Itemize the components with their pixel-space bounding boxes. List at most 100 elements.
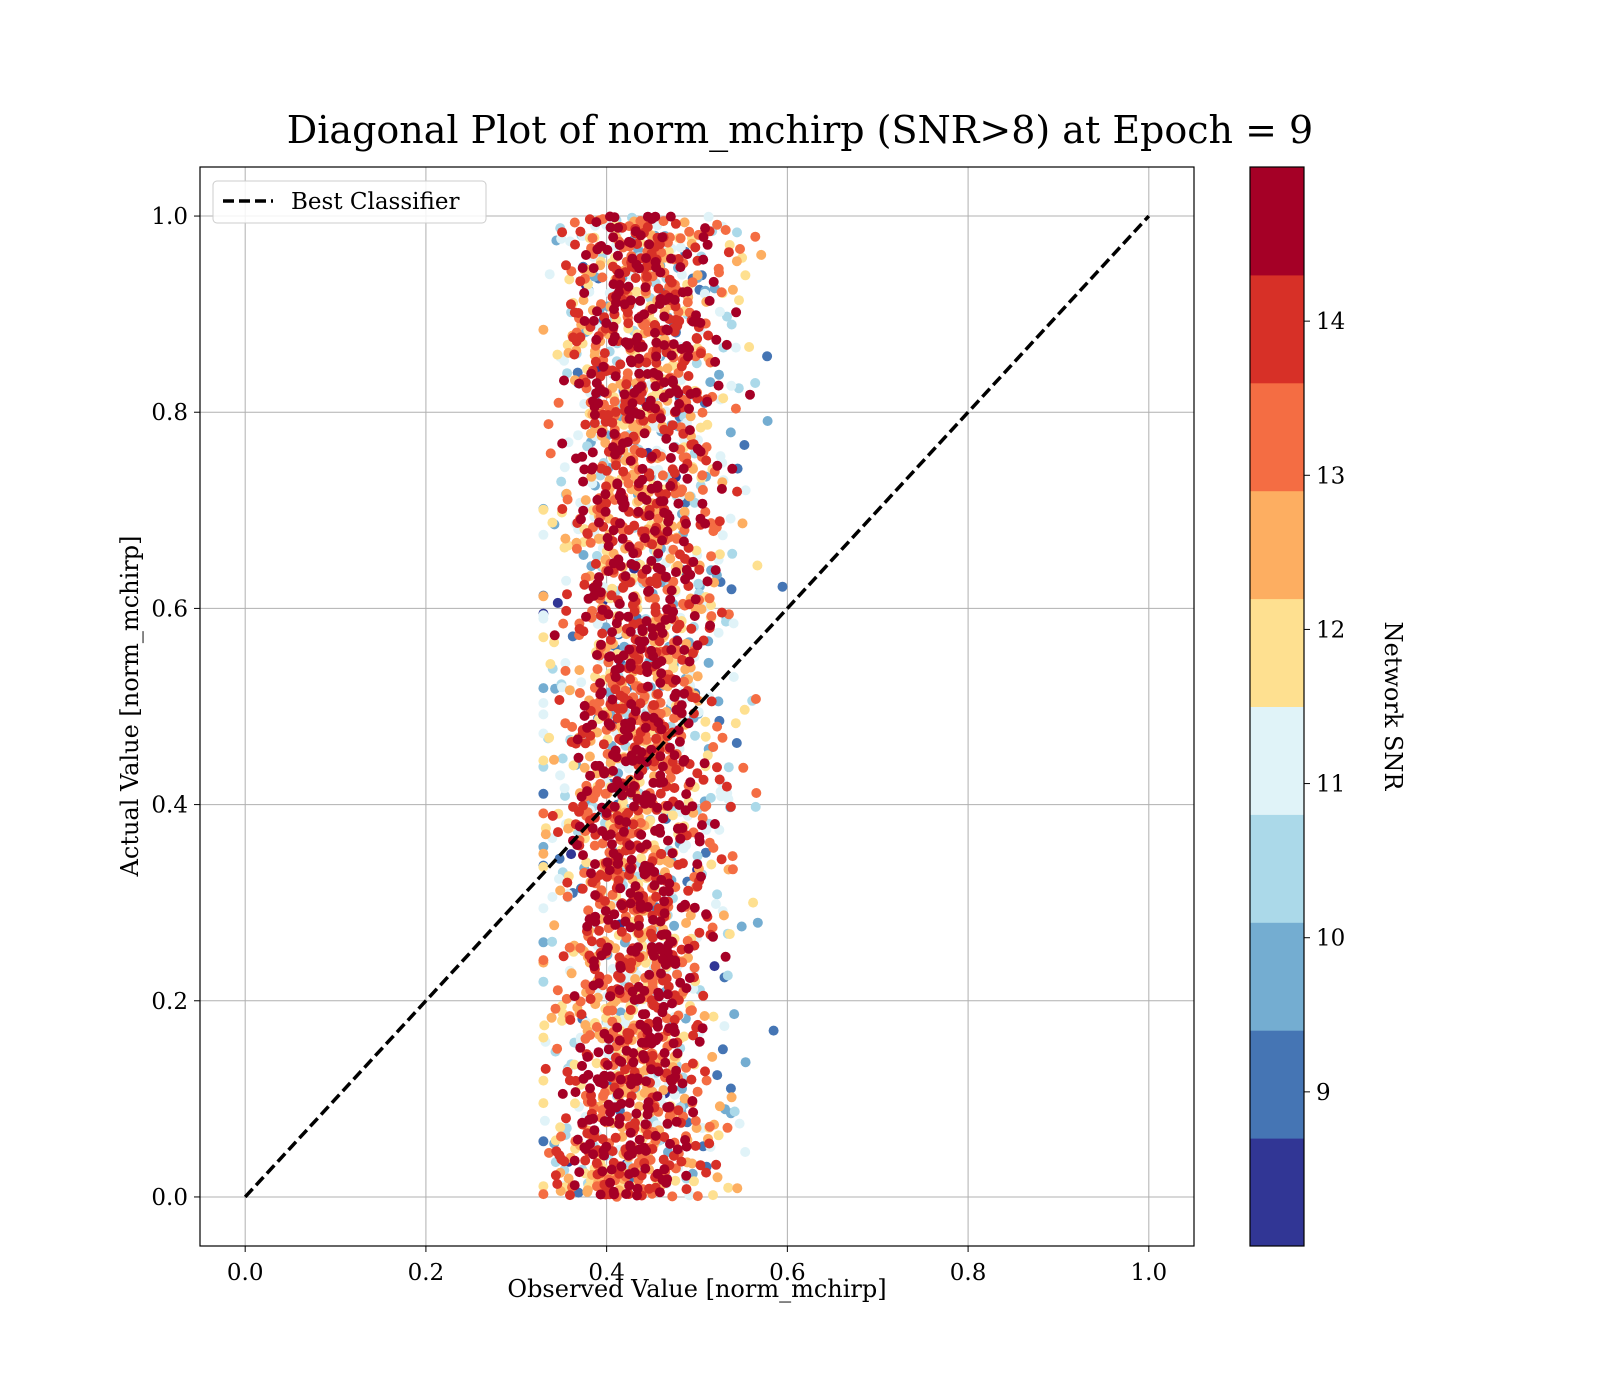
scatter-point — [582, 722, 593, 733]
colorbar-segment — [1250, 382, 1304, 492]
scatter-point — [608, 848, 619, 859]
scatter-point — [613, 222, 624, 233]
scatter-point — [614, 985, 625, 996]
scatter-point — [584, 751, 595, 762]
scatter-point — [641, 1076, 652, 1087]
scatter-point — [744, 342, 755, 352]
scatter-point — [634, 636, 645, 647]
scatter-point — [710, 356, 721, 367]
scatter-point — [566, 299, 576, 310]
scatter-point — [752, 560, 763, 571]
scatter-point — [698, 990, 709, 1001]
x-tick-label: 0.4 — [588, 1260, 625, 1286]
scatter-point — [650, 1130, 661, 1141]
scatter-point — [592, 494, 603, 505]
scatter-point — [731, 256, 742, 267]
scatter-point — [591, 217, 602, 228]
scatter-point — [623, 611, 634, 622]
scatter-point — [644, 239, 655, 250]
scatter-point — [575, 1042, 586, 1053]
colorbar-segment — [1250, 706, 1304, 815]
scatter-point — [740, 485, 751, 496]
scatter-point — [607, 417, 618, 428]
plot-frame — [199, 166, 1195, 1247]
scatter-point — [615, 690, 626, 701]
scatter-point — [577, 263, 588, 273]
scatter-point — [691, 545, 702, 556]
scatter-point — [641, 253, 651, 264]
scatter-point — [645, 576, 656, 587]
scatter-point — [777, 581, 788, 592]
scatter-point — [575, 514, 586, 525]
scatter-point — [648, 700, 659, 711]
scatter-point — [579, 710, 590, 721]
scatter-point — [625, 674, 636, 685]
scatter-point — [538, 955, 549, 966]
scatter-point — [577, 1117, 588, 1128]
scatter-point — [630, 273, 641, 283]
scatter-point — [677, 858, 688, 869]
scatter-point — [614, 1118, 625, 1129]
scatter-point — [561, 260, 571, 271]
scatter-point — [635, 698, 646, 709]
scatter-point — [563, 1173, 574, 1184]
scatter-point — [562, 589, 572, 600]
scatter-point — [733, 383, 744, 394]
scatter-point — [607, 627, 618, 638]
scatter-point — [552, 597, 563, 608]
scatter-point — [693, 578, 704, 589]
scatter-point — [722, 311, 732, 322]
scatter-point — [625, 888, 636, 899]
scatter-point — [725, 513, 736, 524]
scatter-point — [692, 768, 703, 779]
scatter-point — [688, 556, 699, 567]
scatter-point — [651, 351, 662, 362]
y-tick-label: 1.0 — [151, 204, 188, 230]
scatter-point — [574, 623, 585, 634]
scatter-point — [673, 725, 684, 736]
scatter-point — [562, 891, 573, 902]
scatter-point — [538, 808, 549, 819]
scatter-point — [687, 801, 698, 812]
scatter-point — [756, 249, 767, 260]
scatter-point — [593, 978, 604, 989]
scatter-point — [623, 236, 634, 247]
scatter-point — [678, 463, 689, 474]
scatter-point — [681, 1170, 692, 1181]
scatter-point — [544, 269, 555, 280]
scatter-point — [607, 694, 618, 705]
scatter-point — [559, 783, 570, 794]
scatter-point — [579, 464, 590, 475]
scatter-point — [635, 447, 646, 458]
x-tick-label: 0.8 — [950, 1260, 987, 1286]
scatter-point — [591, 1158, 602, 1169]
scatter-point — [625, 626, 636, 637]
scatter-point — [708, 742, 719, 752]
colorbar-ticks: 9 10 11 12 13 14 — [1304, 309, 1345, 1106]
scatter-point — [635, 295, 646, 306]
scatter-point — [561, 575, 572, 586]
scatter-point — [679, 1093, 690, 1104]
scatter-point — [697, 498, 708, 509]
scatter-point — [711, 334, 722, 345]
best-classifier-dashed-line — [243, 214, 1151, 1199]
scatter-point — [621, 1045, 632, 1056]
scatter-point — [650, 257, 661, 267]
scatter-point — [692, 859, 703, 870]
scatter-point — [600, 506, 611, 517]
scatter-point — [588, 1113, 599, 1124]
scatter-point — [614, 611, 625, 622]
scatter-point — [721, 339, 732, 350]
scatter-point — [617, 533, 628, 544]
scatter-point — [591, 388, 602, 399]
scatter-point — [547, 892, 558, 902]
scatter-point — [640, 1163, 651, 1174]
scatter-point — [725, 1083, 736, 1094]
scatter-point — [689, 611, 700, 621]
scatter-point — [619, 389, 630, 400]
colorbar-tick-label: 11 — [1316, 772, 1345, 798]
scatter-point — [624, 840, 635, 851]
scatter-point — [555, 1122, 566, 1133]
scatter-point — [732, 486, 743, 497]
scatter-point — [712, 762, 722, 773]
